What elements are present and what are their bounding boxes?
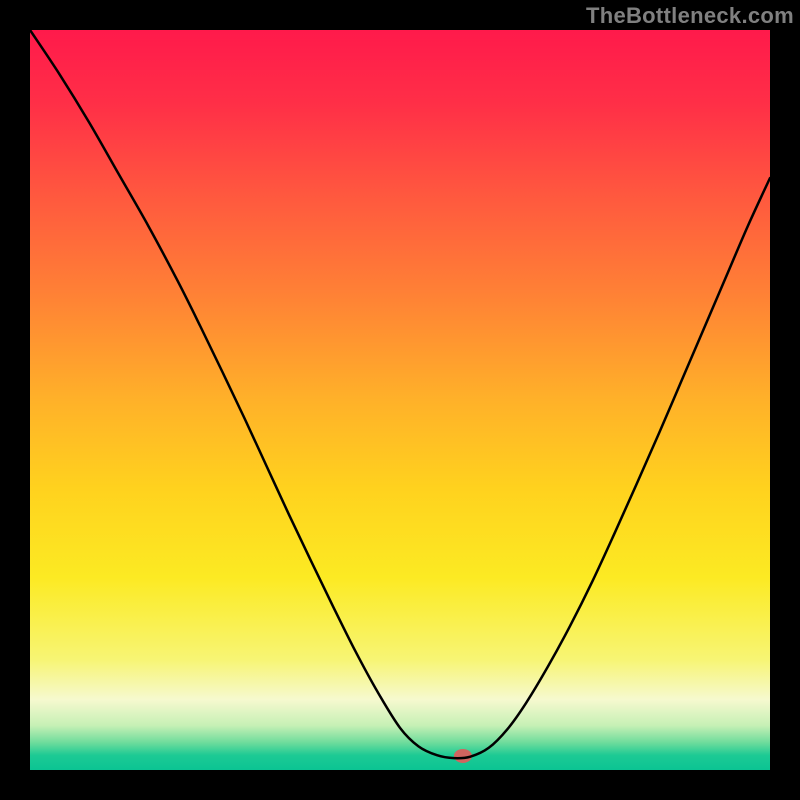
- plot-background: [30, 30, 770, 770]
- watermark-text: TheBottleneck.com: [586, 3, 794, 29]
- chart-svg: [0, 0, 800, 800]
- chart-container: TheBottleneck.com: [0, 0, 800, 800]
